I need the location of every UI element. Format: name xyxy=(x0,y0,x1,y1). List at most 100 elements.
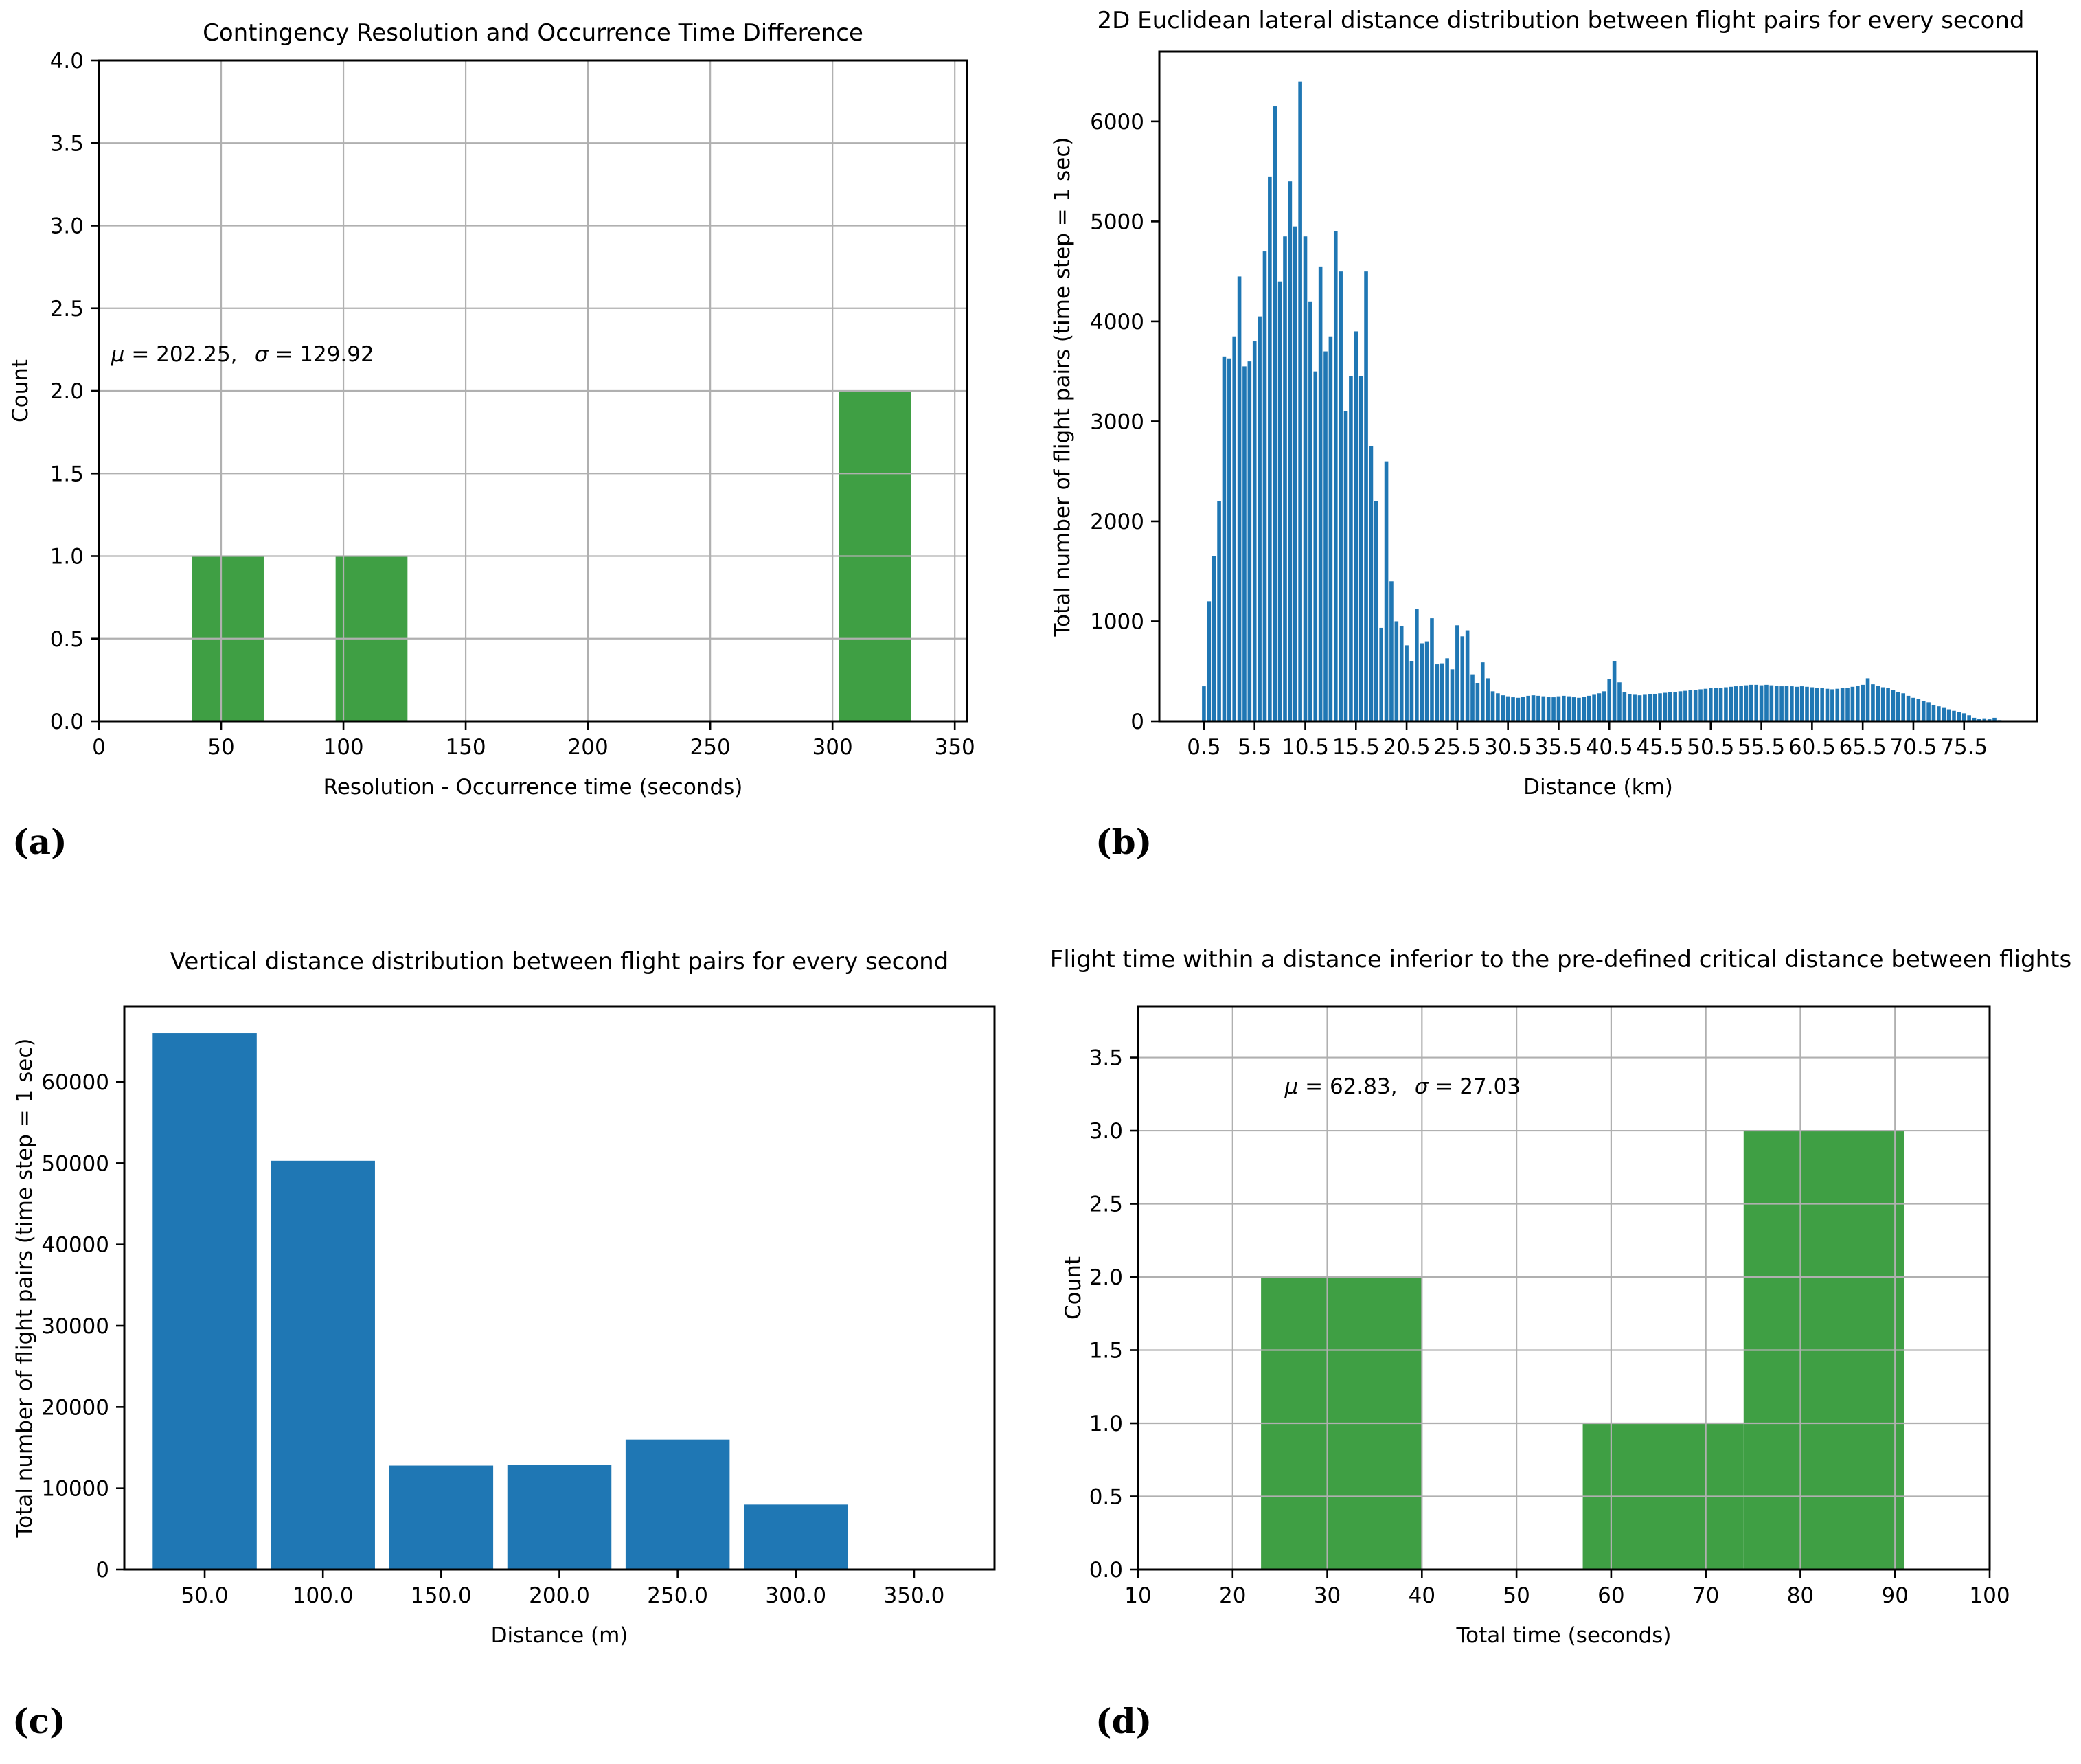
histogram-bar xyxy=(1490,691,1495,721)
histogram-bar xyxy=(1658,693,1662,721)
x-tick-label: 0 xyxy=(92,735,106,760)
histogram-bar xyxy=(1871,684,1875,721)
histogram-bar xyxy=(1562,695,1566,721)
x-tick-label: 50 xyxy=(207,735,234,760)
histogram-bar xyxy=(1795,686,1799,721)
histogram-bar xyxy=(1587,695,1591,721)
histogram-bar xyxy=(1567,696,1571,721)
y-tick-label: 5000 xyxy=(1090,210,1144,234)
histogram-bar xyxy=(1486,678,1490,721)
histogram-bar xyxy=(1643,694,1647,721)
histogram-bar xyxy=(1749,684,1753,721)
y-tick-label: 0.5 xyxy=(1089,1485,1123,1510)
histogram-bar xyxy=(1232,336,1237,722)
histogram-bar xyxy=(1754,684,1759,721)
x-tick-label: 100 xyxy=(1969,1583,2010,1608)
histogram-bar xyxy=(1541,696,1546,721)
histogram-bar xyxy=(1358,376,1363,721)
y-tick-label: 2.5 xyxy=(1089,1192,1123,1217)
histogram-bar xyxy=(1926,702,1931,721)
histogram-bar xyxy=(389,1465,494,1570)
x-tick-label: 50.5 xyxy=(1687,735,1734,760)
histogram-bar xyxy=(1744,685,1749,721)
x-tick-label: 75.5 xyxy=(1940,735,1988,760)
histogram-bar xyxy=(1663,692,1668,721)
histogram-bar xyxy=(1703,688,1708,721)
histogram-bar xyxy=(1622,692,1627,721)
histogram-bar xyxy=(1759,685,1764,721)
histogram-bar xyxy=(1323,351,1328,722)
histogram-bar xyxy=(1465,630,1470,721)
panel-b: 0.5 5.5 10.5 15.5 20.5 25.5 30.5 35.5 40.5 45.5 50… xyxy=(1040,0,2081,883)
histogram-bar xyxy=(1967,715,1971,721)
histogram-bar xyxy=(1891,690,1896,721)
chart-a-title: Contingency Resolution and Occurrence Ti… xyxy=(203,19,863,47)
histogram-bar xyxy=(1343,411,1348,721)
chart-d-xlabel: Total time (seconds) xyxy=(1456,1623,1672,1648)
histogram-bar xyxy=(1273,106,1277,722)
histogram-bar xyxy=(1501,695,1505,721)
histogram-bar xyxy=(1384,461,1389,721)
histogram-bar xyxy=(1440,663,1444,721)
histogram-bar xyxy=(1835,688,1840,721)
chart-d-title: Flight time within a distance inferior t… xyxy=(1049,946,2072,973)
histogram-bar xyxy=(1293,226,1297,721)
chart-a-canvas: 0 50 100 150 200 250 300 350 0.0 0.5 1.0 1.5 2.0 2.5 3… xyxy=(50,49,975,760)
histogram-bar xyxy=(1678,691,1683,721)
panel-a: 0 50 100 150 200 250 300 350 0.0 0.5 1.0 1.5 2.0 2.5 3… xyxy=(0,0,1040,883)
histogram-bar xyxy=(1633,694,1637,721)
x-tick-label: 25.5 xyxy=(1433,735,1481,760)
histogram-bar xyxy=(507,1465,612,1570)
x-tick-label: 60.5 xyxy=(1788,735,1836,760)
histogram-bar xyxy=(1313,371,1318,721)
histogram-bar xyxy=(1394,621,1399,721)
histogram-bar xyxy=(1374,501,1378,721)
histogram-bar xyxy=(1389,581,1394,721)
histogram-bar xyxy=(1531,695,1536,721)
histogram-bar xyxy=(1942,707,1946,721)
chart-c-canvas: 50.0 100.0 150.0 200.0 250.0 300.0 350.0 0 10000… xyxy=(41,1005,996,1608)
histogram-bar xyxy=(1688,690,1693,721)
histogram-bar xyxy=(1298,81,1302,721)
histogram-bar xyxy=(1247,361,1252,721)
histogram-bar xyxy=(1349,376,1353,721)
histogram-bar xyxy=(1810,687,1815,721)
histogram-bar xyxy=(1556,696,1561,721)
histogram-bar xyxy=(1399,626,1404,721)
histogram-bar xyxy=(1379,627,1383,721)
chart-c-title: Vertical distance distribution between f… xyxy=(170,948,949,975)
histogram-bar xyxy=(1582,697,1587,721)
x-tick-label: 40.5 xyxy=(1586,735,1633,760)
histogram-bar xyxy=(1886,688,1890,721)
chart-b-xlabel: Distance (km) xyxy=(1523,775,1673,800)
histogram-bar xyxy=(1896,692,1900,721)
chart-a-ylabel: Count xyxy=(8,359,33,423)
x-tick-label: 70 xyxy=(1692,1583,1719,1608)
x-tick-label: 60 xyxy=(1597,1583,1624,1608)
histogram-bar xyxy=(1277,281,1282,721)
histogram-bar xyxy=(1931,704,1936,721)
subfigure-caption-b: (b) xyxy=(1095,822,1152,862)
histogram-bar xyxy=(1602,691,1606,721)
y-tick-label: 2.5 xyxy=(50,297,84,321)
x-tick-label: 20.5 xyxy=(1383,735,1431,760)
x-tick-label: 10 xyxy=(1124,1583,1151,1608)
x-tick-label: 150.0 xyxy=(411,1583,472,1608)
histogram-bar xyxy=(1415,609,1419,721)
histogram-bar xyxy=(1652,693,1657,721)
x-tick-label: 80 xyxy=(1787,1583,1814,1608)
histogram-bar xyxy=(1733,686,1738,721)
histogram-bar xyxy=(1901,693,1906,721)
histogram-bar xyxy=(1597,693,1602,721)
histogram-bar xyxy=(1876,686,1880,721)
histogram-bar xyxy=(1505,696,1510,721)
histogram-bar xyxy=(1769,685,1774,721)
histogram-bar xyxy=(1424,641,1429,721)
x-tick-label: 350 xyxy=(935,735,975,760)
histogram-bar xyxy=(152,1033,257,1570)
x-tick-label: 300 xyxy=(812,735,853,760)
histogram-bar xyxy=(1364,271,1368,721)
subfigure-caption-c: (c) xyxy=(12,1701,66,1741)
histogram-bar xyxy=(1536,695,1540,721)
x-tick-label: 30 xyxy=(1314,1583,1341,1608)
